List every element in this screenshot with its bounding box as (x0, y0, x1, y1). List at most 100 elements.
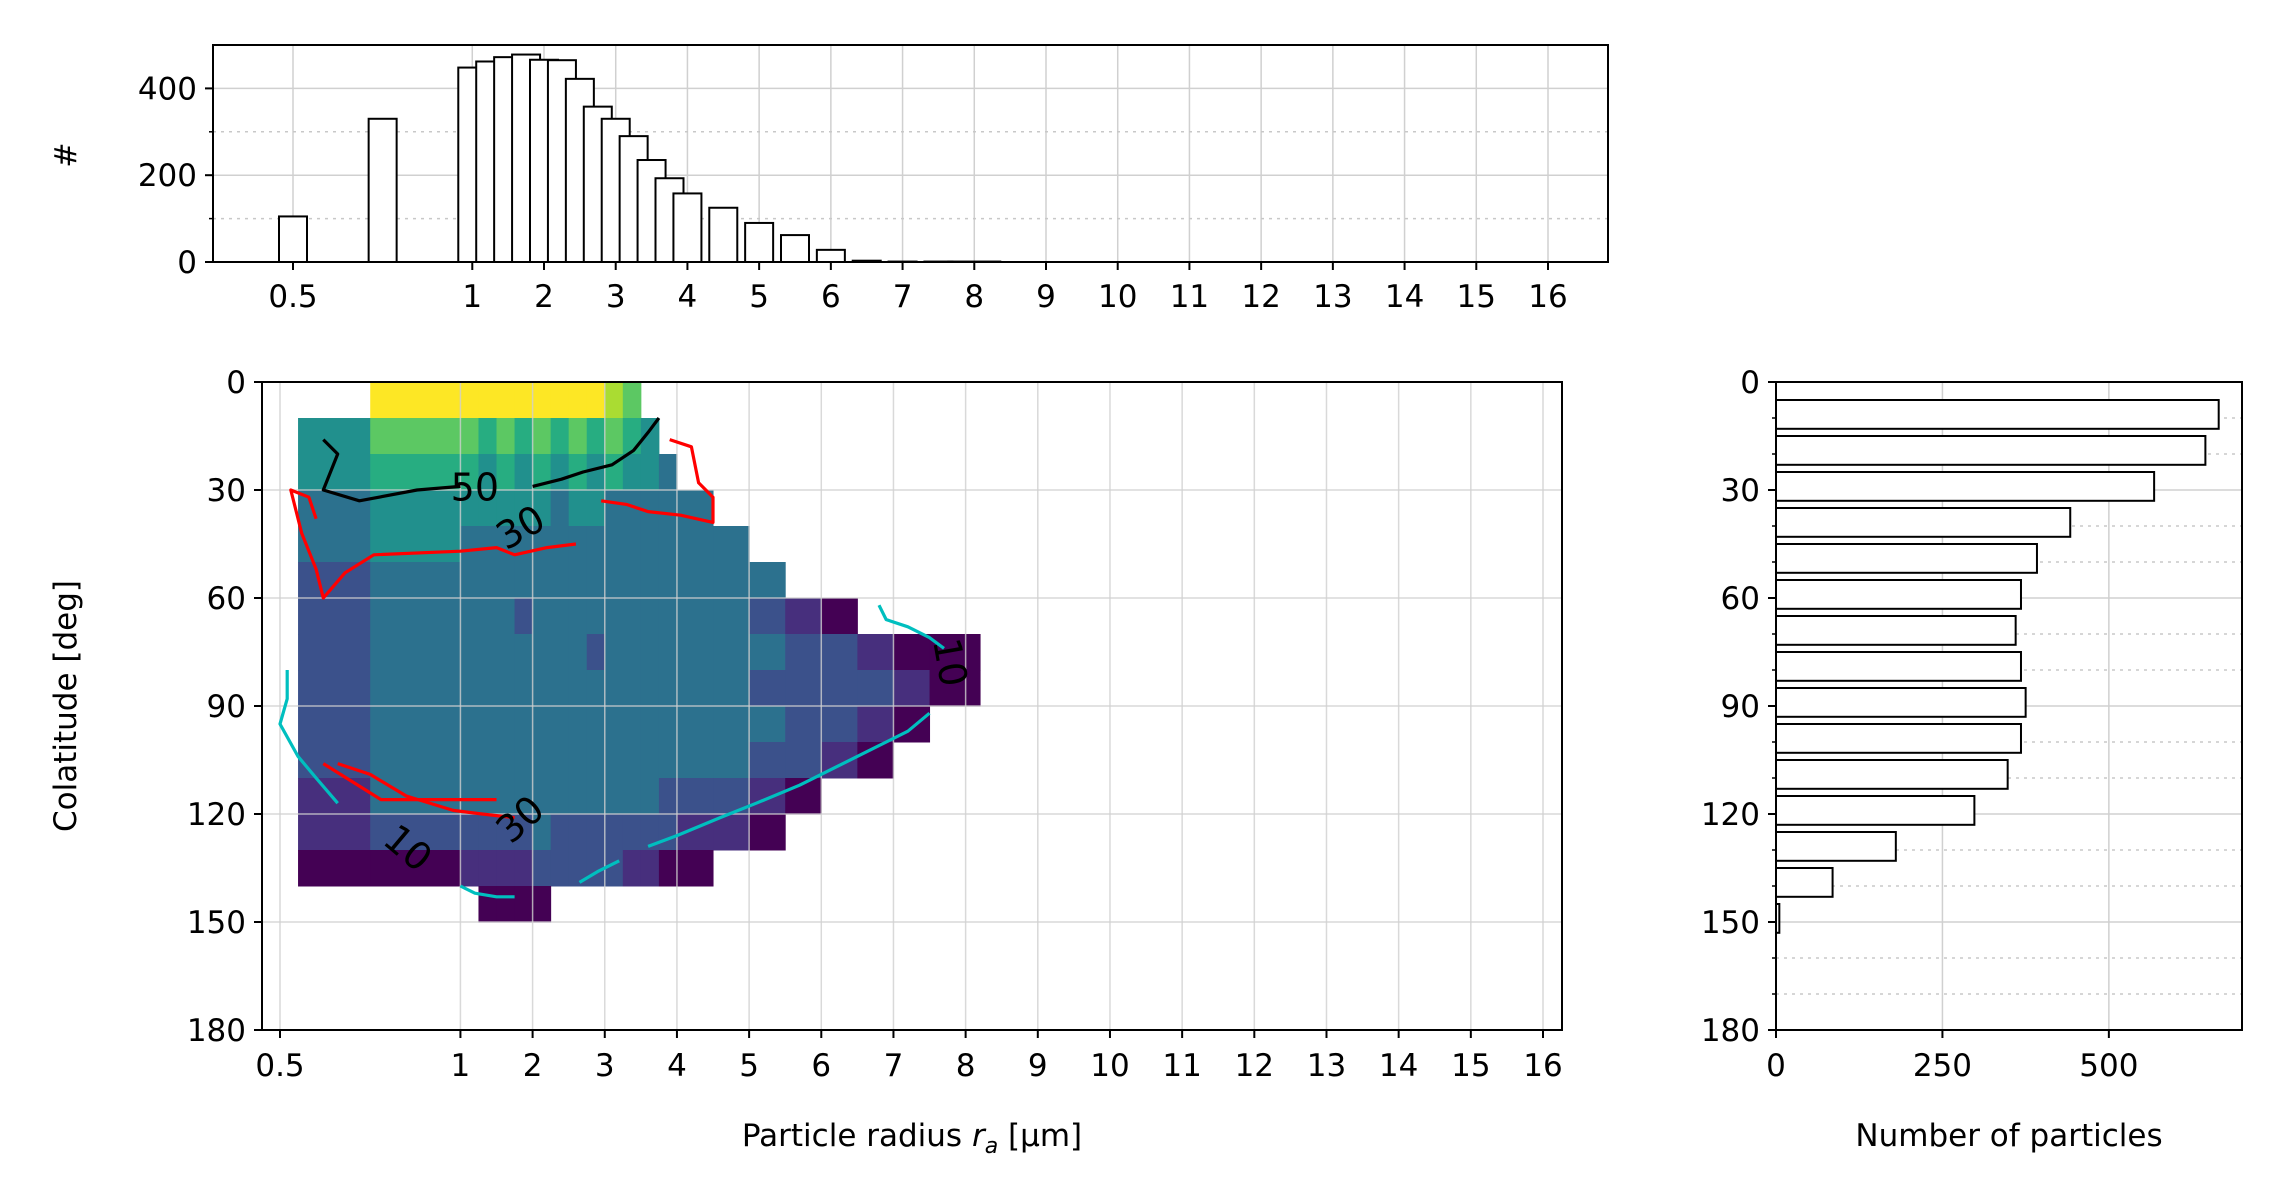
heatmap-cell (604, 814, 624, 851)
heatmap-cell (929, 670, 981, 707)
heatmap-cell (460, 778, 479, 815)
heatmap-cell (676, 562, 714, 599)
right-bar (1775, 579, 2022, 610)
heatmap-cell (857, 706, 894, 743)
heatmap-cell (496, 490, 516, 527)
heatmap-cell (640, 814, 660, 851)
heatmap-cell (604, 598, 624, 635)
heatmap-cell (604, 634, 624, 671)
heatmap-cell (658, 814, 678, 851)
heatmap-cell (568, 742, 588, 779)
heatmap-cell (604, 742, 624, 779)
main-y-tick-label: 60 (207, 581, 246, 617)
heatmap-cell (550, 634, 570, 671)
heatmap-cell (370, 382, 461, 419)
main-x-tick-label: 16 (1523, 1048, 1562, 1084)
heatmap-cell (550, 850, 570, 887)
top-bar (780, 234, 810, 263)
main-y-tick-label: 30 (207, 473, 246, 509)
heatmap-cell (586, 670, 606, 707)
heatmap-cell (929, 634, 981, 671)
heatmap-cell (622, 634, 642, 671)
heatmap-cell (586, 526, 606, 563)
right-bar (1775, 435, 2207, 466)
heatmap-cell (586, 850, 606, 887)
top-x-tick-label: 5 (749, 279, 769, 315)
heatmap-cell (749, 814, 786, 851)
heatmap-cell (749, 634, 786, 671)
heatmap-cell (478, 778, 498, 815)
heatmap-cell (460, 526, 479, 563)
top-x-tick-label: 3 (606, 279, 626, 315)
heatmap-cell (478, 670, 498, 707)
top-x-tick-label: 12 (1241, 279, 1280, 315)
heatmap-cell (478, 526, 498, 563)
heatmap-cell (857, 634, 894, 671)
heatmap-cell (496, 706, 516, 743)
heatmap-cell (298, 598, 371, 635)
heatmap-cell (622, 706, 642, 743)
heatmap-cell (640, 850, 660, 887)
top-x-tick-label: 15 (1457, 279, 1496, 315)
right-bar (1775, 507, 2072, 538)
heatmap-cell (658, 598, 678, 635)
heatmap-cell (676, 670, 714, 707)
heatmap-cell (713, 670, 750, 707)
main-x-tick-label: 6 (811, 1048, 831, 1084)
heatmap-cell (514, 706, 534, 743)
main-x-tick-label: 4 (667, 1048, 687, 1084)
right-y-tick-label: 0 (1740, 365, 1760, 401)
top-y-tick-label: 0 (177, 245, 197, 281)
heatmap-cell (496, 634, 516, 671)
heatmap-cells (298, 382, 981, 923)
heatmap-cell (550, 418, 570, 455)
right-bar (1775, 759, 2009, 790)
top-x-tick-label: 8 (964, 279, 984, 315)
heatmap-cell (496, 850, 516, 887)
heatmap-cell (785, 706, 822, 743)
heatmap-cell (514, 850, 534, 887)
heatmap-cell (478, 454, 498, 491)
right-bar (1775, 399, 2220, 430)
heatmap-cell (550, 706, 570, 743)
contour-line (459, 884, 515, 899)
contour-line (278, 670, 339, 805)
heatmap-cell (604, 670, 624, 707)
main-y-tick-label: 180 (187, 1013, 246, 1049)
heatmap-cell (568, 490, 588, 527)
heatmap-cell (514, 418, 534, 455)
heatmap-cell (496, 742, 516, 779)
contour-line (289, 488, 577, 600)
main-ticks: 0.5 1 2 3 4 5 6 7 8 9 10 11 12 13 14 15 1603060901201501… (187, 365, 1563, 1084)
heatmap-cell (640, 490, 660, 527)
top-bar (744, 221, 775, 264)
main-y-tick-label: 90 (207, 689, 246, 725)
contour-line (321, 438, 461, 503)
contour-label: 50 (451, 466, 499, 510)
right-bars (1775, 399, 2220, 934)
right-histogram-panel: 0 250 500 0 30 60 90 120 150 180 Number of partic… (1701, 365, 2243, 1154)
heatmap-cell (640, 526, 660, 563)
heatmap-cell (370, 634, 461, 671)
heatmap-cell (532, 418, 552, 455)
heatmap-cell (568, 814, 588, 851)
heatmap-cell (604, 454, 624, 491)
contour-label: 10 (924, 635, 976, 690)
heatmap-cell (749, 778, 786, 815)
heatmap-cell (604, 382, 624, 419)
heatmap-cell (604, 490, 624, 527)
heatmap-cell (676, 634, 714, 671)
top-x-tick-label: 1 (462, 279, 482, 315)
top-x-tick-label: 7 (893, 279, 913, 315)
heatmap-cell (640, 562, 660, 599)
heatmap-cell (298, 562, 371, 599)
heatmap-cell (532, 634, 552, 671)
heatmap-cell (622, 526, 642, 563)
heatmap-cell (496, 382, 516, 419)
heatmap-cell (604, 526, 624, 563)
heatmap-cell (568, 598, 588, 635)
right-y-tick-label: 120 (1701, 797, 1760, 833)
heatmap-cell (604, 418, 624, 455)
heatmap-cell (676, 850, 714, 887)
